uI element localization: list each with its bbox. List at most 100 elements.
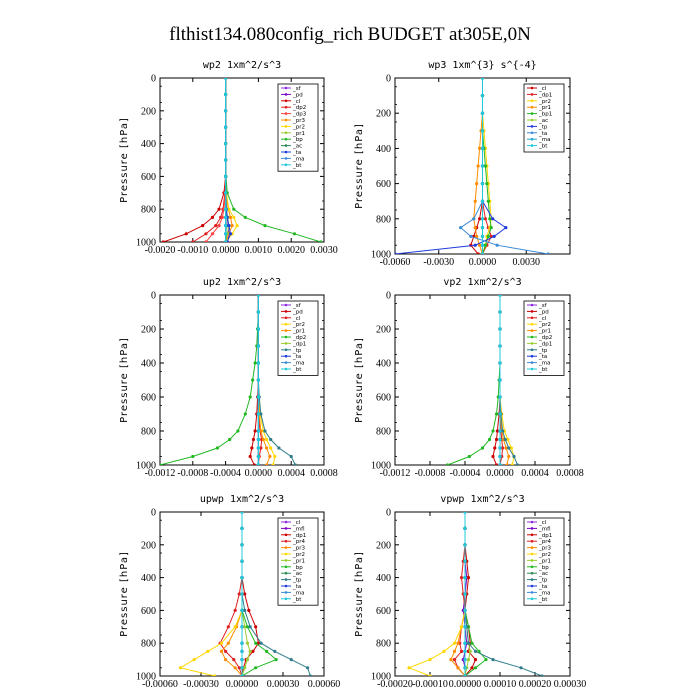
data-point [480, 199, 485, 203]
y-tick-label: 800 [376, 214, 391, 225]
legend: _cl_mfl_dp1_pr4_pr3_pr2_pr1_bp_ac_tp_ta_… [523, 517, 565, 606]
data-point [501, 429, 505, 433]
legend-marker [284, 552, 288, 556]
data-point [224, 109, 228, 113]
series-markers [178, 512, 244, 676]
legend-label: _dp1 [292, 533, 306, 539]
legend-marker [530, 303, 534, 307]
legend-label: _dp2 [292, 105, 306, 111]
data-point [505, 463, 509, 465]
data-point [485, 182, 489, 186]
data-point [224, 158, 228, 162]
data-point [265, 649, 269, 654]
y-tick-label: 1000 [371, 461, 391, 472]
y-tick-label: 600 [376, 393, 391, 404]
legend-label: _pr2 [538, 552, 551, 558]
data-point [459, 226, 463, 230]
legend-marker [284, 99, 288, 103]
data-point [256, 395, 260, 399]
legend-marker [530, 86, 534, 90]
legend-marker [284, 144, 288, 147]
data-point [224, 658, 228, 662]
legend-marker [530, 354, 534, 358]
y-tick-label: 200 [376, 325, 391, 336]
legend-marker [284, 591, 288, 594]
data-point [248, 454, 252, 459]
data-point [243, 666, 247, 670]
legend-marker [284, 367, 288, 371]
data-point [240, 625, 244, 629]
series-markers [445, 295, 502, 465]
data-point [240, 576, 244, 580]
legend-label: _cl [538, 86, 547, 92]
data-point [226, 641, 230, 645]
data-point [480, 217, 485, 221]
plot-frame [159, 294, 325, 466]
data-point [477, 146, 482, 150]
legend-label: _pr1 [292, 558, 305, 564]
y-tick-label: 600 [141, 393, 156, 404]
y-axis-label: Pressure [hPa] [354, 337, 365, 423]
data-point [256, 446, 260, 450]
data-point [480, 111, 485, 115]
x-tick-label: 0.0000 [245, 468, 273, 479]
x-tick-label: -0.0008 [177, 468, 208, 479]
y-tick-label: 0 [151, 291, 156, 302]
data-point [463, 512, 467, 514]
data-point [463, 576, 467, 580]
data-point [251, 649, 255, 654]
data-point [293, 463, 297, 465]
data-point [248, 625, 252, 629]
x-tick-label: -0.00010 [412, 679, 448, 690]
data-point [215, 446, 219, 450]
data-point [233, 666, 237, 670]
data-point [240, 592, 244, 596]
legend-label: _pd [292, 309, 303, 315]
data-point [178, 666, 183, 670]
legend-marker [284, 348, 288, 352]
data-point [468, 649, 472, 654]
y-axis-label: Pressure [hPa] [119, 337, 130, 423]
legend-marker [530, 565, 534, 569]
y-tick-label: 200 [141, 106, 156, 117]
legend-marker [284, 163, 288, 167]
data-point [452, 641, 457, 645]
data-point [161, 240, 165, 242]
legend-marker [530, 118, 534, 122]
legend-marker [284, 105, 288, 109]
panel-4: vp2 1xm^2/s^3 0 200 400 600 800 1000-0.0012 -0.… [354, 277, 584, 479]
panel-title: vp2 1xm^2/s^3 [443, 277, 521, 288]
data-point [236, 429, 240, 433]
data-point [459, 576, 464, 580]
data-point [259, 641, 263, 645]
legend-label: _tp [292, 348, 302, 354]
x-tick-label: 0.0008 [310, 468, 338, 479]
legend-label: _pr4 [538, 539, 552, 545]
legend-marker [284, 571, 288, 575]
series-markers [498, 295, 502, 465]
data-point [191, 454, 195, 459]
data-point [248, 395, 252, 399]
data-point [224, 649, 228, 654]
y-tick-label: 0 [386, 291, 391, 302]
plot-frame [394, 294, 571, 466]
data-point [480, 234, 485, 238]
data-point [269, 446, 273, 450]
legend-marker [284, 527, 288, 530]
data-point [277, 446, 281, 450]
legend-label: _bp [292, 565, 303, 571]
legend-label: _ma [292, 361, 304, 367]
legend-label: _ta [538, 354, 547, 360]
y-tick-label: 400 [141, 139, 156, 150]
y-tick-label: 600 [376, 606, 391, 617]
data-point [243, 412, 247, 416]
panel-title: vpwp 1xm^2/s^3 [440, 494, 524, 505]
data-point [217, 207, 221, 211]
legend-label: _pr1 [292, 131, 305, 137]
legend-label: _ta [292, 150, 301, 156]
legend-marker [530, 131, 534, 135]
data-point [220, 215, 224, 219]
data-point [204, 240, 208, 242]
data-point [494, 463, 499, 465]
